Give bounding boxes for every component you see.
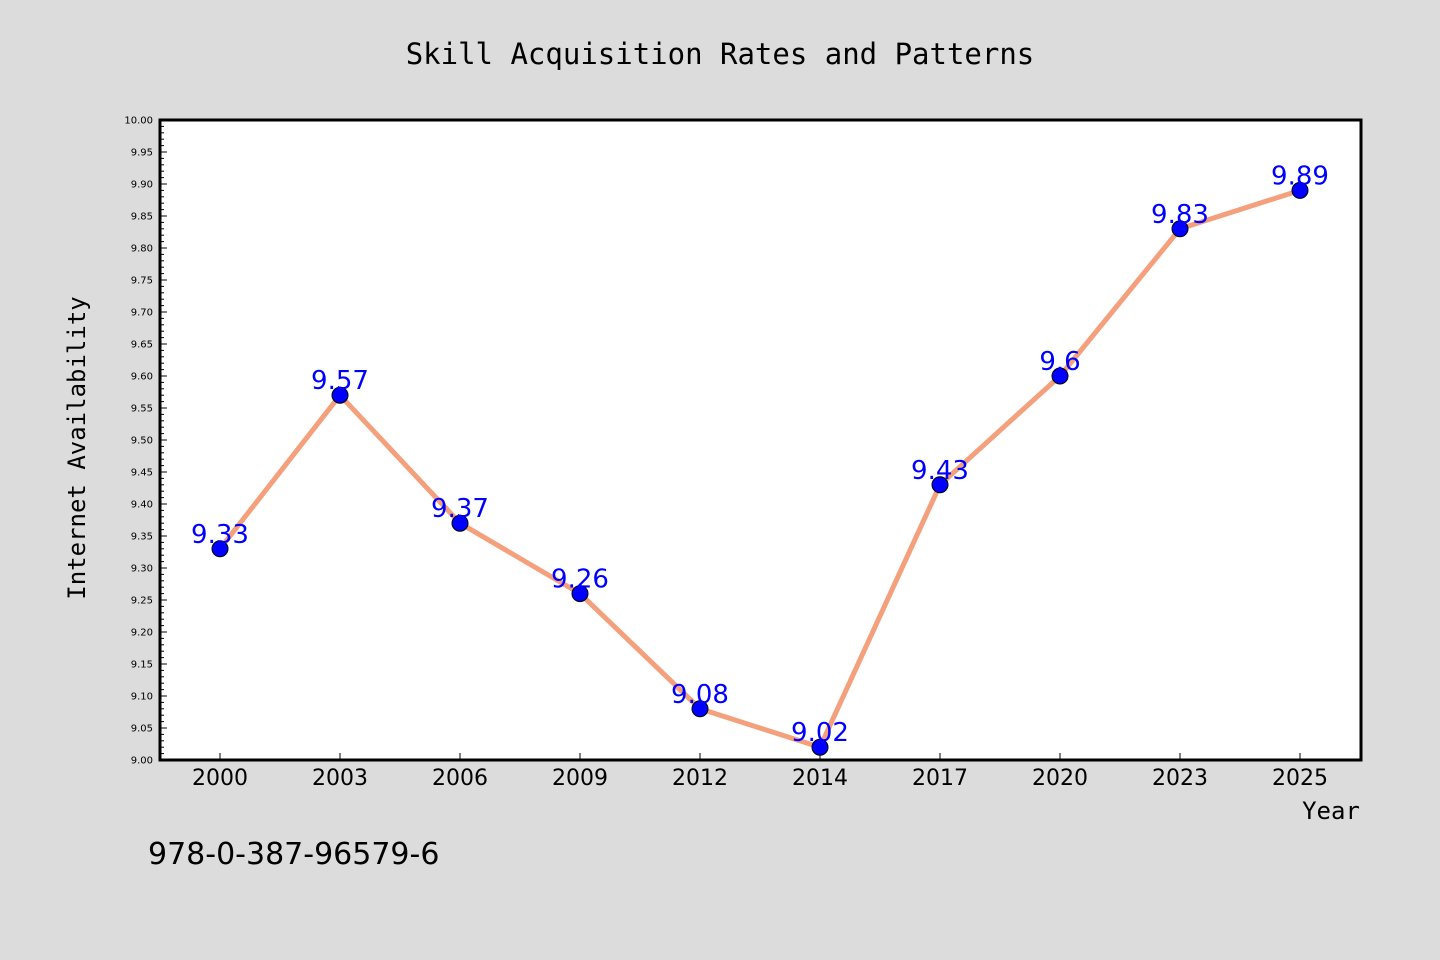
x-tick-label: 2006: [432, 766, 488, 791]
data-label: 9.43: [911, 456, 969, 486]
chart-title: Skill Acquisition Rates and Patterns: [406, 37, 1035, 71]
y-tick-label: 9.75: [131, 276, 153, 287]
x-tick-label: 2023: [1152, 766, 1208, 791]
data-point: [1051, 367, 1069, 385]
y-tick-label: 9.60: [131, 372, 153, 383]
data-point: [331, 386, 349, 404]
y-tick-label: 9.70: [131, 308, 153, 319]
data-label: 9.6: [1039, 347, 1080, 377]
y-tick-label: 9.15: [131, 660, 153, 671]
data-point: [691, 700, 709, 718]
y-tick-label: 9.30: [131, 564, 153, 575]
data-label: 9.57: [311, 366, 369, 396]
data-point: [811, 738, 829, 756]
data-point: [571, 585, 589, 603]
y-tick-label: 9.35: [131, 532, 153, 543]
y-axis-label: Internet Availability: [63, 296, 91, 599]
x-tick-label: 2009: [552, 766, 608, 791]
y-tick-label: 9.40: [131, 500, 153, 511]
data-point: [1291, 181, 1309, 199]
y-tick-label: 9.45: [131, 468, 153, 479]
y-tick-label: 9.25: [131, 596, 153, 607]
data-label: 9.83: [1151, 200, 1209, 230]
y-tick-label: 9.20: [131, 628, 153, 639]
series-layer: [211, 181, 1309, 756]
data-label: 9.08: [671, 680, 729, 710]
x-tick-label: 2000: [192, 766, 248, 791]
x-tick-label: 2012: [672, 766, 728, 791]
data-label: 9.02: [791, 718, 849, 748]
footnote-code: 978-0-387-96579-6: [148, 837, 439, 872]
y-tick-label: 9.50: [131, 436, 153, 447]
y-tick-label: 10.00: [124, 116, 153, 127]
y-axis: 9.00 9.05 9.10 9.15 9.20 9.25 9.30 9.35 9.40 9.45…: [124, 116, 167, 767]
y-tick-label: 9.00: [131, 756, 153, 767]
data-point: [451, 514, 469, 532]
y-tick-label: 9.05: [131, 724, 153, 735]
data-point: [1171, 220, 1189, 238]
series-line: [217, 187, 1303, 750]
data-label: 9.37: [431, 494, 489, 524]
y-tick-label: 9.55: [131, 404, 153, 415]
x-axis-label: Year: [1302, 797, 1360, 825]
x-axis: 2000 2003 2006 2009 2012 2014 2017 2020 2023 2025: [192, 753, 1328, 791]
data-label: 9.89: [1271, 161, 1329, 191]
data-label: 9.33: [191, 520, 249, 550]
x-tick-label: 2014: [792, 766, 848, 791]
data-labels: 9.33 9.57 9.37 9.26 9.08 9.02 9.43 9.6 9.83 9.89: [191, 161, 1329, 748]
data-label: 9.26: [551, 565, 609, 595]
y-tick-label: 9.95: [131, 148, 153, 159]
x-tick-label: 2025: [1272, 766, 1328, 791]
plot-area: [158, 118, 1363, 762]
x-tick-label: 2017: [912, 766, 968, 791]
data-point: [931, 476, 949, 494]
data-point: [211, 540, 229, 558]
y-tick-label: 9.10: [131, 692, 153, 703]
x-tick-label: 2003: [312, 766, 368, 791]
y-tick-label: 9.85: [131, 212, 153, 223]
x-tick-label: 2020: [1032, 766, 1088, 791]
y-tick-label: 9.90: [131, 180, 153, 191]
y-tick-label: 9.65: [131, 340, 153, 351]
y-tick-label: 9.80: [131, 244, 153, 255]
